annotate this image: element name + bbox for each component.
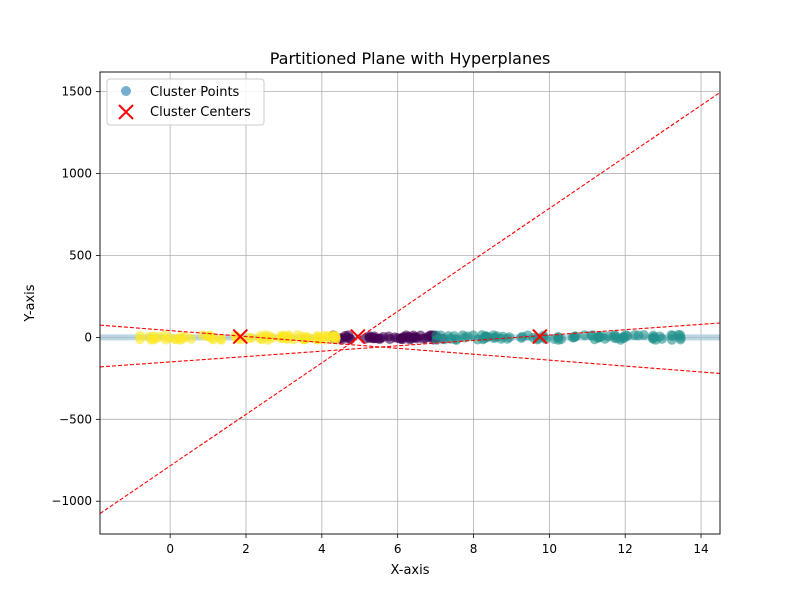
cluster-point <box>431 334 442 345</box>
x-tick-label: 4 <box>318 542 326 556</box>
cluster-point <box>186 333 197 344</box>
x-axis-label: X-axis <box>391 563 430 578</box>
cluster-point <box>638 330 649 341</box>
hyperplane-line <box>100 322 720 368</box>
legend: Cluster Points Cluster Centers <box>106 78 265 126</box>
cluster-point <box>135 330 146 341</box>
cluster-point <box>396 333 407 344</box>
cluster-point <box>312 334 323 345</box>
cluster-point <box>299 334 310 345</box>
chart-title: Partitioned Plane with Hyperplanes <box>270 49 551 68</box>
axes: 0 2 4 6 8 10 12 14 −1000 −500 0 500 1000 1500 <box>51 85 708 556</box>
cluster-point <box>364 332 375 343</box>
hyperplane-line <box>100 92 720 514</box>
y-tick-label: 500 <box>69 248 92 262</box>
y-tick-label: −500 <box>59 412 92 426</box>
cluster-point <box>675 334 686 345</box>
y-tick-label: −1000 <box>51 494 92 508</box>
y-tick-label: 0 <box>84 330 92 344</box>
cluster-point <box>175 331 186 342</box>
cluster-point <box>378 331 389 342</box>
cluster-point <box>594 331 605 342</box>
plot-frame <box>99 71 721 535</box>
hyperplane-line <box>100 324 720 374</box>
x-tick-label: 2 <box>242 542 250 556</box>
x-tick-label: 8 <box>470 542 478 556</box>
x-tick-label: 0 <box>166 542 174 556</box>
cluster-center-marker <box>532 328 548 345</box>
cluster-point <box>207 333 218 344</box>
cluster-point <box>516 332 527 343</box>
x-tick-label: 6 <box>394 542 402 556</box>
cluster-center-marker <box>232 328 249 345</box>
cluster-point <box>267 332 278 343</box>
cluster-point <box>160 334 171 345</box>
legend-box <box>106 78 265 126</box>
cluster-point <box>666 330 677 341</box>
cluster-point <box>216 334 227 345</box>
cluster-point <box>654 331 665 342</box>
cluster-point <box>497 331 508 342</box>
cluster-center-marker <box>350 328 366 345</box>
cluster-point <box>610 330 621 341</box>
cluster-point <box>472 334 483 345</box>
legend-points-label: Cluster Points <box>150 85 240 100</box>
cluster-point <box>445 333 456 344</box>
cluster-point <box>409 332 420 343</box>
cluster-point <box>488 330 499 341</box>
y-tick-label: 1500 <box>61 85 92 99</box>
cluster-point <box>246 332 257 343</box>
x-tick-label: 12 <box>618 542 633 556</box>
plot-area <box>100 92 720 514</box>
legend-centers-marker <box>118 104 134 120</box>
legend-points-marker <box>121 86 131 96</box>
cluster-point <box>622 331 633 342</box>
cluster-point <box>629 330 640 341</box>
cluster-point <box>330 333 341 344</box>
cluster-point <box>579 330 590 341</box>
legend-centers-label: Cluster Centers <box>150 105 251 120</box>
x-tick-label: 14 <box>693 542 708 556</box>
x-tick-label: 10 <box>542 542 557 556</box>
y-axis-label: Y-axis <box>23 284 38 322</box>
y-tick-label: 1000 <box>61 167 92 181</box>
cluster-point <box>148 334 159 345</box>
